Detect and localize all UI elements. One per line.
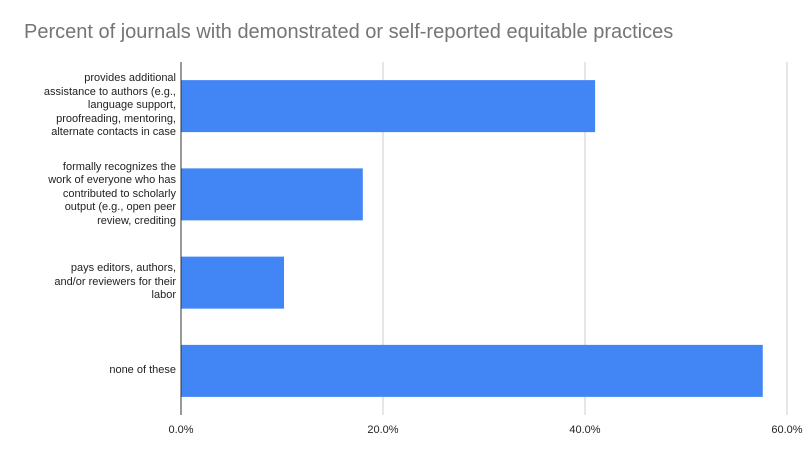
category-label-line: assistance to authors (e.g., bbox=[43, 85, 176, 98]
x-tick-label: 60.0% bbox=[771, 424, 802, 436]
x-tick-label: 20.0% bbox=[367, 424, 398, 436]
bar bbox=[181, 344, 763, 397]
category-label-line: formally recognizes the bbox=[62, 160, 176, 173]
x-tick-label: 0.0% bbox=[168, 424, 193, 436]
category-label-line: and/or reviewers for their bbox=[54, 275, 176, 288]
bar bbox=[181, 80, 596, 133]
category-label-line: contributed to scholarly bbox=[62, 187, 176, 200]
category-label-line: provides additional bbox=[84, 72, 176, 85]
chart-title: Percent of journals with demonstrated or… bbox=[24, 21, 674, 43]
category-label-line: review, crediting bbox=[97, 214, 176, 227]
category-label-line: labor bbox=[151, 289, 176, 302]
category-label: formally recognizes the work of everyone … bbox=[26, 161, 176, 229]
category-label-line: output (e.g., open peer bbox=[64, 201, 176, 214]
category-label: none of these bbox=[26, 364, 176, 378]
category-label: pays editors, authors, and/or reviewers f… bbox=[26, 262, 176, 303]
bar bbox=[181, 168, 363, 221]
category-label-line: alternate contacts in case bbox=[51, 126, 176, 139]
category-label-line: none of these bbox=[109, 364, 176, 377]
category-label: provides additional assistance to authors… bbox=[26, 72, 176, 140]
category-label-line: proofreading, mentoring, bbox=[56, 112, 176, 125]
bar bbox=[181, 256, 285, 309]
category-label-line: work of everyone who has bbox=[48, 174, 176, 187]
category-label-line: pays editors, authors, bbox=[70, 262, 176, 275]
x-tick-label: 40.0% bbox=[569, 424, 600, 436]
category-label-line: language support, bbox=[87, 99, 176, 112]
